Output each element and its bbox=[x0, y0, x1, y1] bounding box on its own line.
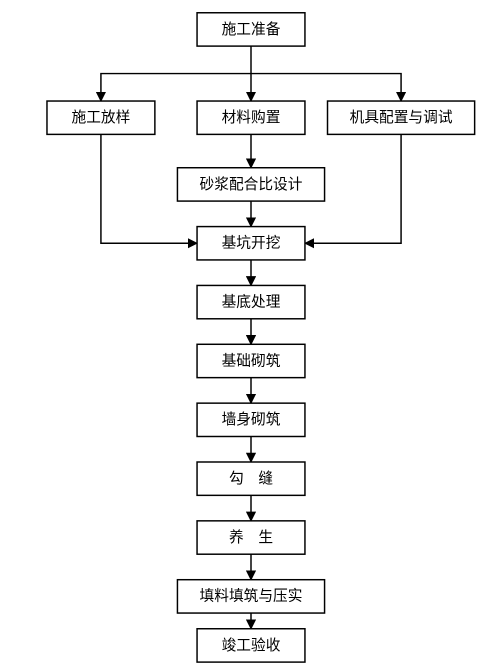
node-label-equip: 机具配置与调试 bbox=[350, 109, 453, 126]
node-fill: 填料填筑与压实 bbox=[177, 580, 324, 613]
nodes-layer: 施工准备施工放样 材料购置 机具配置与调试砂浆配合比设计基坑开挖基底处理基础砌筑墙身… bbox=[47, 13, 475, 662]
node-prep: 施工准备 bbox=[197, 13, 305, 46]
node-mortar: 砂浆配合比设计 bbox=[177, 168, 324, 201]
node-layout: 施工放样 bbox=[47, 101, 155, 134]
node-label-excavate: 基坑开挖 bbox=[222, 235, 281, 252]
node-label-mortar: 砂浆配合比设计 bbox=[200, 175, 303, 193]
node-label-accept: 竣工验收 bbox=[222, 637, 281, 654]
node-label-layout: 施工放样 bbox=[72, 109, 131, 126]
construction-flowchart: 施工准备施工放样 材料购置 机具配置与调试砂浆配合比设计基坑开挖基底处理基础砌筑墙身… bbox=[0, 0, 502, 667]
node-label-wall: 墙身砌筑 bbox=[222, 411, 281, 428]
node-label-cure: 养 生 bbox=[229, 529, 273, 546]
node-excavate: 基坑开挖 bbox=[197, 227, 305, 260]
node-label-foundation: 基础砌筑 bbox=[222, 352, 281, 369]
node-label-material: 材料购置 bbox=[222, 109, 281, 126]
edge-e2 bbox=[101, 74, 251, 101]
node-label-fill: 填料填筑与压实 bbox=[200, 588, 303, 605]
node-subbase: 基底处理 bbox=[197, 285, 305, 318]
node-label-subbase: 基底处理 bbox=[222, 293, 281, 310]
node-material: 材料购置 bbox=[197, 101, 305, 134]
node-label-joint: 勾 缝 bbox=[229, 470, 273, 487]
node-cure: 养 生 bbox=[197, 521, 305, 554]
node-wall: 墙身砌筑 bbox=[197, 403, 305, 436]
node-equip: 机具配置与调试 bbox=[328, 101, 475, 134]
node-foundation: 基础砌筑 bbox=[197, 344, 305, 377]
node-label-prep: 施工准备 bbox=[222, 21, 281, 38]
node-accept: 竣工验收 bbox=[197, 629, 305, 662]
node-joint: 勾 缝 bbox=[197, 462, 305, 495]
edge-e3 bbox=[251, 74, 401, 101]
